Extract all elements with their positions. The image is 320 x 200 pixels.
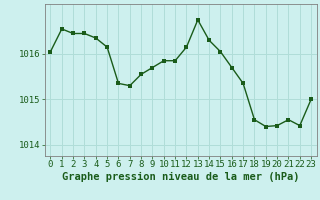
X-axis label: Graphe pression niveau de la mer (hPa): Graphe pression niveau de la mer (hPa) xyxy=(62,172,300,182)
